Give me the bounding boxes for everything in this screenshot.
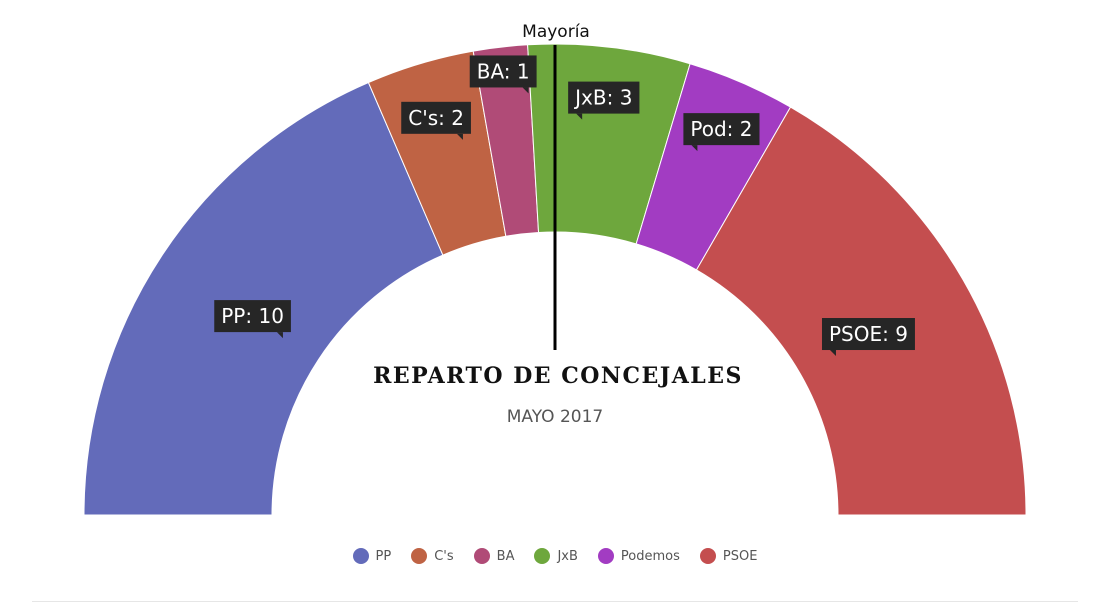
data-label-psoe: PSOE: 9 bbox=[821, 318, 915, 357]
legend-label-psoe: PSOE bbox=[722, 548, 758, 564]
bottom-divider bbox=[32, 601, 1078, 602]
chart-title: REPARTO DE CONCEJALES bbox=[373, 363, 743, 389]
svg-text:Pod: 2: Pod: 2 bbox=[690, 117, 752, 141]
legend-item-pp[interactable]: PP bbox=[352, 548, 392, 564]
svg-text:JxB: 3: JxB: 3 bbox=[573, 86, 632, 110]
legend-item-ba[interactable]: BA bbox=[473, 548, 515, 564]
data-label-cs: C's: 2 bbox=[401, 101, 471, 140]
legend: PP C's BA JxB Podemos PSOE bbox=[0, 548, 1110, 564]
data-label-podemos: Pod: 2 bbox=[683, 113, 760, 152]
legend-swatch-pp bbox=[352, 548, 369, 564]
legend-label-podemos: Podemos bbox=[620, 548, 680, 564]
legend-label-pp: PP bbox=[375, 548, 392, 564]
slice-pp[interactable] bbox=[83, 81, 444, 516]
slice-psoe[interactable] bbox=[695, 106, 1027, 516]
svg-text:PSOE: 9: PSOE: 9 bbox=[829, 322, 908, 346]
legend-item-psoe[interactable]: PSOE bbox=[699, 548, 758, 564]
svg-text:C's: 2: C's: 2 bbox=[408, 106, 464, 130]
data-label-jxb: JxB: 3 bbox=[568, 81, 640, 120]
legend-swatch-podemos bbox=[597, 548, 614, 564]
chart-subtitle: MAYO 2017 bbox=[507, 407, 603, 427]
legend-swatch-psoe bbox=[699, 548, 716, 564]
legend-label-jxb: JxB bbox=[557, 548, 578, 564]
legend-swatch-cs bbox=[411, 548, 428, 564]
legend-label-cs: C's bbox=[434, 548, 454, 564]
legend-label-ba: BA bbox=[496, 548, 515, 564]
data-label-ba: BA: 1 bbox=[469, 55, 537, 94]
legend-item-podemos[interactable]: Podemos bbox=[597, 548, 680, 564]
svg-text:BA: 1: BA: 1 bbox=[477, 59, 530, 83]
data-label-pp: PP: 10 bbox=[214, 300, 291, 339]
svg-text:PP: 10: PP: 10 bbox=[221, 304, 284, 328]
majority-label: Mayoría bbox=[522, 22, 590, 42]
legend-swatch-jxb bbox=[534, 548, 551, 564]
legend-item-jxb[interactable]: JxB bbox=[534, 548, 578, 564]
legend-swatch-ba bbox=[473, 548, 490, 564]
legend-item-cs[interactable]: C's bbox=[411, 548, 454, 564]
